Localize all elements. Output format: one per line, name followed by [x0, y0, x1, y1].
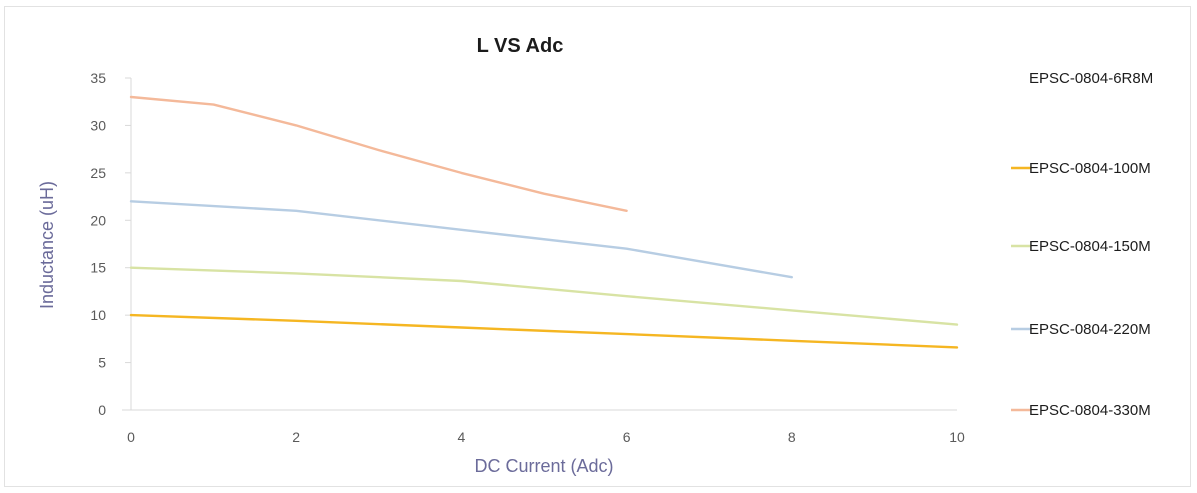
legend-label: EPSC-0804-220M [1029, 321, 1151, 338]
x-axis-label: DC Current (Adc) [474, 456, 613, 476]
y-tick-label: 35 [90, 70, 106, 86]
x-tick-label: 6 [623, 429, 631, 445]
legend-label: EPSC-0804-150M [1029, 238, 1151, 255]
legend-item: EPSC-0804-150M [1011, 238, 1151, 255]
legend-item: EPSC-0804-100M [1011, 160, 1151, 177]
x-tick-label: 8 [788, 429, 796, 445]
y-tick-label: 20 [90, 212, 106, 228]
y-tick-label: 30 [90, 117, 106, 133]
chart-title: L VS Adc [477, 35, 564, 57]
x-tick-label: 2 [292, 429, 300, 445]
y-tick-label: 0 [98, 402, 106, 418]
series-line-epsc-0804-220m [129, 200, 793, 279]
legend-item: EPSC-0804-6R8M [1029, 70, 1153, 87]
legend-item: EPSC-0804-220M [1011, 321, 1151, 338]
legend-label: EPSC-0804-6R8M [1029, 70, 1153, 87]
legend-label: EPSC-0804-100M [1029, 160, 1151, 177]
legend-label: EPSC-0804-330M [1029, 402, 1151, 419]
y-tick-label: 25 [90, 165, 106, 181]
series-line-epsc-0804-100m [129, 313, 959, 349]
x-tick-label: 10 [949, 429, 965, 445]
x-tick-label: 4 [458, 429, 466, 445]
series-line-epsc-0804-150m [129, 266, 959, 326]
y-axis-label: Inductance (uH) [37, 181, 57, 309]
series-line-epsc-0804-330m [129, 95, 628, 213]
legend-item: EPSC-0804-330M [1011, 402, 1151, 419]
y-tick-label: 10 [90, 307, 106, 323]
y-tick-label: 15 [90, 260, 106, 276]
x-tick-label: 0 [127, 429, 135, 445]
y-tick-label: 5 [98, 355, 106, 371]
